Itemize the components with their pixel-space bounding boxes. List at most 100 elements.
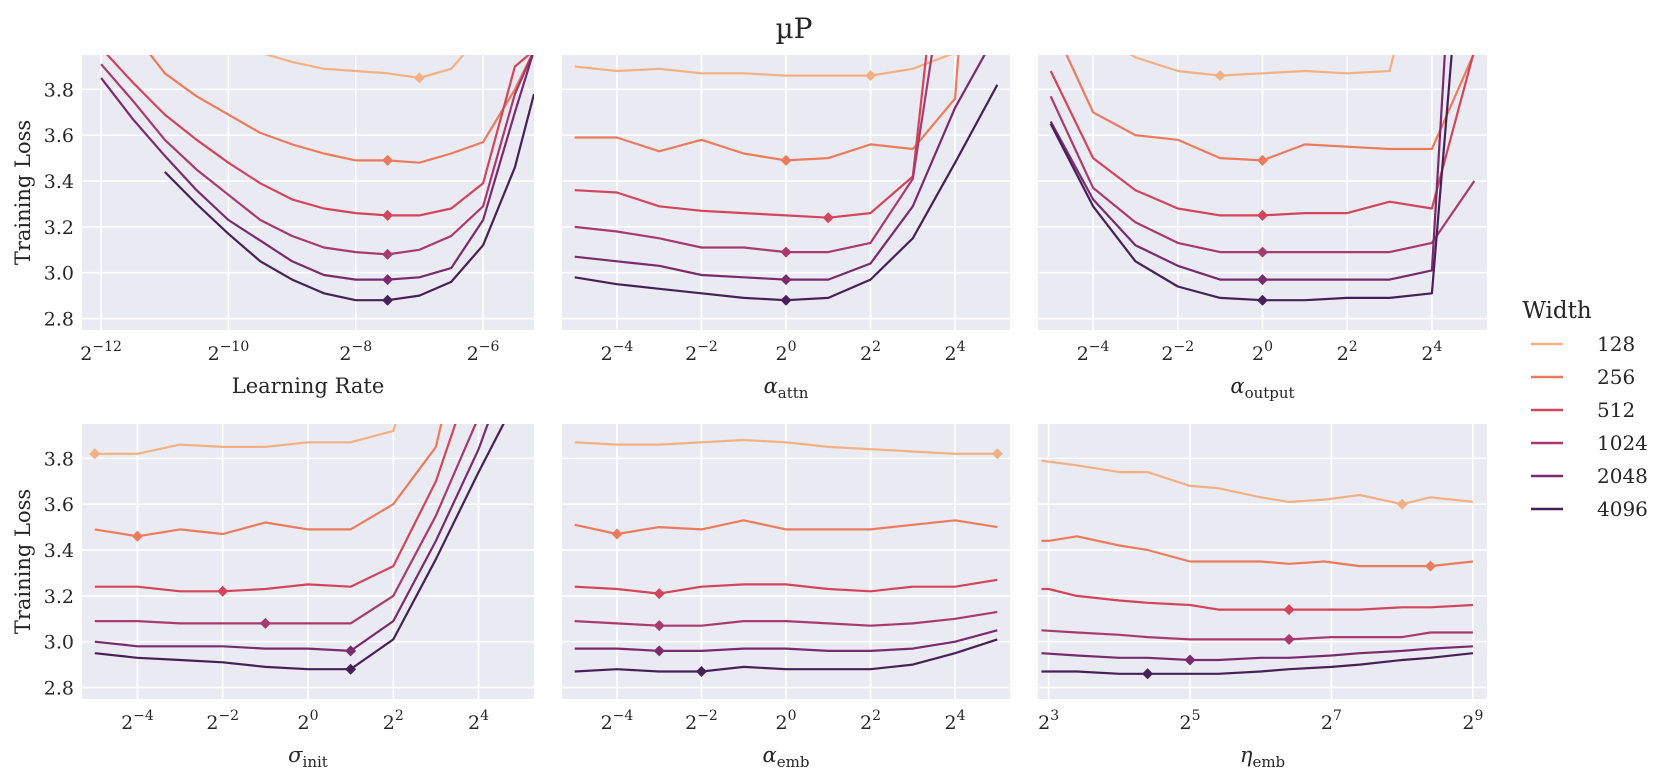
y-axis-label: Training Loss: [11, 120, 35, 265]
x-axis-label: αoutput: [1230, 374, 1294, 402]
series-line-256: [1041, 535, 1474, 568]
series-line-2048: [100, 55, 534, 281]
x-axis-label: σinit: [288, 743, 328, 771]
x-tick-label: 2−4: [1077, 339, 1110, 365]
legend-label-1024: 1024: [1597, 431, 1648, 455]
best-marker-1024: [653, 620, 665, 632]
y-tick-label: 3.6: [44, 494, 74, 516]
y-tick-label: 3.4: [44, 171, 74, 193]
series-line-256: [94, 424, 443, 538]
series-line-512: [94, 424, 457, 593]
x-tick-label: 2−2: [685, 339, 718, 365]
best-marker-128: [89, 448, 101, 460]
best-marker-1024: [1283, 633, 1295, 645]
y-tick-label: 3.6: [44, 125, 74, 147]
legend-label-4096: 4096: [1597, 497, 1648, 521]
x-tick-label: 23: [1038, 708, 1059, 734]
figure-title: µP: [775, 12, 812, 45]
best-marker-512: [382, 209, 394, 221]
y-tick-label: 3.4: [44, 540, 74, 562]
best-marker-256: [382, 154, 394, 166]
series-group: [1049, 55, 1476, 306]
x-tick-label: 2−12: [80, 339, 122, 365]
series-line-2048: [574, 629, 998, 653]
x-axis-label: αemb: [763, 743, 810, 771]
x-tick-label: 2−2: [1161, 339, 1194, 365]
series-line-2048: [94, 424, 489, 653]
series-group: [1041, 459, 1474, 680]
panels: 2.8 3.0 3.2 3.4 3.6 3.8 Training Loss 2−12 2−10 2…: [11, 55, 1487, 771]
x-axis-label: Learning Rate: [232, 374, 385, 398]
best-marker-4096: [345, 663, 357, 675]
y-tick-label: 3.0: [44, 632, 74, 654]
best-marker-2048: [1184, 654, 1196, 666]
best-marker-1024: [382, 248, 394, 260]
y-tick-label: 3.2: [44, 586, 74, 608]
x-tick-label: 2−6: [467, 339, 500, 365]
best-marker-512: [653, 588, 665, 600]
series-line-512: [105, 55, 531, 217]
y-axis-label: Training Loss: [11, 489, 35, 634]
x-tick-label: 24: [1421, 339, 1442, 365]
panel-init: 2.8 3.0 3.2 3.4 3.6 3.8 Training Loss 2−4 2−2 20 2…: [11, 424, 534, 771]
best-marker-4096: [695, 666, 707, 677]
legend-label-128: 128: [1597, 332, 1635, 356]
panel-lr: 2.8 3.0 3.2 3.4 3.6 3.8 Training Loss 2−12 2−10 2…: [11, 55, 534, 398]
y-tick-label: 2.8: [44, 309, 74, 331]
series-line-1024: [574, 55, 933, 254]
x-tick-label: 2−4: [121, 708, 154, 734]
best-marker-256: [131, 530, 143, 542]
best-marker-128: [865, 70, 877, 82]
x-tick-label: 2−10: [208, 339, 250, 365]
x-tick-label: 20: [775, 339, 796, 365]
series-line-2048: [1041, 645, 1473, 662]
legend: Width 128 256 512 1024 2048 4096: [1522, 298, 1648, 521]
series-line-256: [149, 55, 533, 164]
x-tick-label: 22: [383, 708, 404, 734]
series-line-128: [574, 55, 953, 77]
best-marker-512: [1283, 604, 1295, 616]
best-marker-512: [217, 585, 229, 597]
panel-emb: 2−4 2−2 20 22 24 αemb: [562, 424, 1010, 771]
best-marker-1024: [780, 246, 792, 258]
best-marker-256: [1424, 560, 1436, 572]
x-tick-label: 2−4: [601, 339, 634, 365]
legend-title: Width: [1522, 298, 1592, 324]
series-group: [574, 55, 999, 306]
x-tick-label: 2−2: [206, 708, 239, 734]
x-tick-label: 20: [1252, 339, 1273, 365]
x-tick-label: 22: [1337, 339, 1358, 365]
best-marker-256: [611, 528, 623, 540]
best-marker-2048: [345, 645, 357, 657]
best-marker-512: [822, 212, 834, 224]
best-marker-4096: [1257, 294, 1268, 306]
y-tick-label: 2.8: [44, 678, 74, 700]
x-tick-label: 20: [775, 708, 796, 734]
best-marker-2048: [1257, 274, 1268, 286]
x-tick-label: 22: [860, 708, 881, 734]
series-line-4096: [1041, 652, 1474, 675]
legend-label-2048: 2048: [1597, 464, 1648, 488]
series-line-128: [94, 424, 397, 455]
best-marker-128: [1214, 70, 1226, 82]
series-line-1024: [100, 55, 534, 256]
series-group: [89, 424, 505, 675]
best-marker-1024: [1257, 246, 1268, 258]
legend-label-256: 256: [1597, 365, 1635, 389]
series-line-128: [574, 438, 998, 455]
series-line-1024: [574, 610, 998, 627]
best-marker-256: [1257, 154, 1268, 166]
series-line-128: [264, 55, 465, 80]
best-marker-128: [1396, 498, 1408, 510]
series-line-128: [1129, 55, 1395, 77]
plot-background: [82, 55, 534, 330]
x-tick-label: 24: [945, 708, 966, 734]
best-marker-2048: [382, 274, 394, 286]
best-marker-4096: [1142, 668, 1154, 680]
x-tick-label: 2−4: [601, 708, 634, 734]
y-tick-label: 3.8: [44, 448, 74, 470]
best-marker-2048: [653, 645, 665, 657]
series-line-512: [574, 578, 998, 595]
series-line-4096: [164, 93, 534, 302]
x-tick-label: 24: [945, 339, 966, 365]
